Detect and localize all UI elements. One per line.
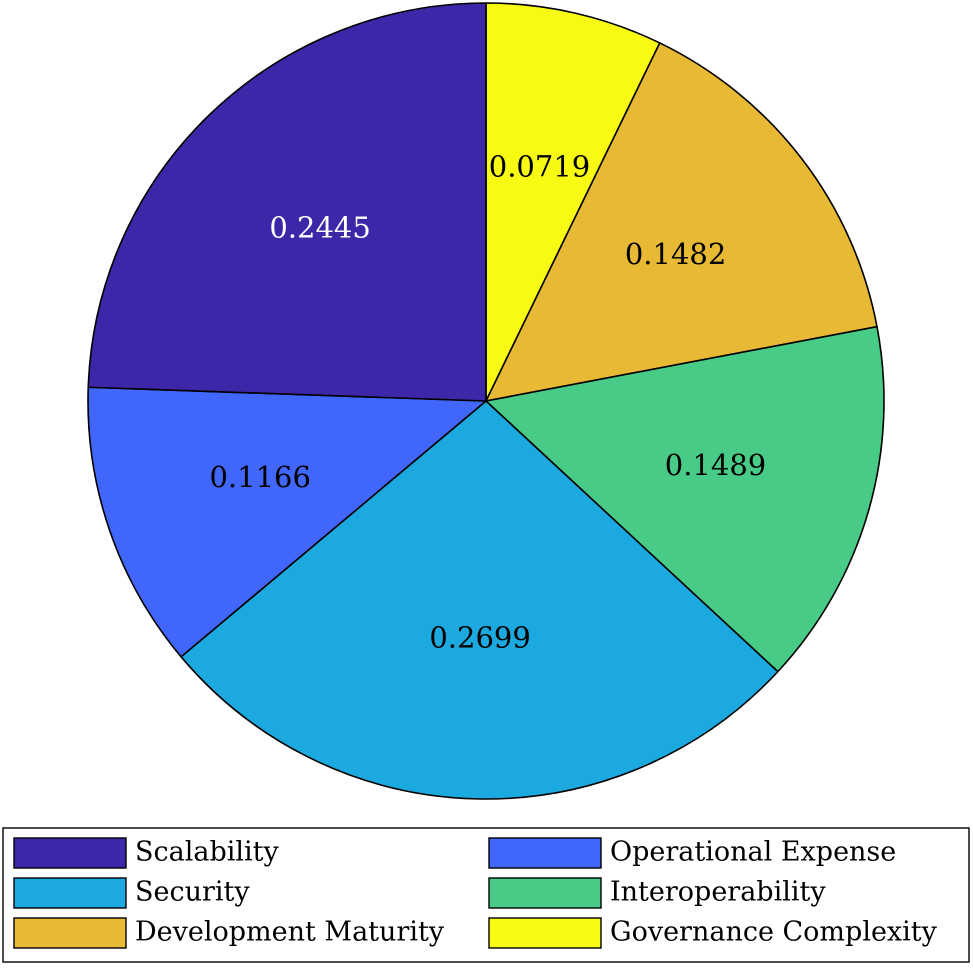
legend-label-operational-expense: Operational Expense (610, 837, 896, 868)
legend-label-scalability: Scalability (135, 837, 279, 868)
slice-value-label-scalability: 0.2445 (269, 210, 370, 244)
pie-slice-development-maturity (485, 42, 878, 402)
pie-slice-security (180, 400, 779, 800)
slice-value-label-governance-complexity: 0.0719 (489, 149, 590, 183)
legend-label-interoperability: Interoperability (610, 877, 826, 908)
slice-value-label-interoperability: 0.1489 (665, 448, 766, 482)
pie-slice-interoperability (485, 325, 885, 673)
pie-slices (87, 2, 885, 800)
pie-slice-operational-expense (87, 386, 487, 658)
legend-swatch-operational-expense (488, 837, 602, 869)
legend-swatch-security (13, 877, 127, 909)
pie-slice-governance-complexity (485, 2, 661, 402)
legend-swatch-interoperability (488, 877, 602, 909)
legend-label-security: Security (135, 877, 250, 908)
legend-swatch-development-maturity (13, 917, 127, 949)
legend: Scalability Operational Expense Security In… (2, 827, 970, 963)
legend-label-development-maturity: Development Maturity (135, 917, 445, 948)
legend-swatch-governance-complexity (488, 917, 602, 949)
slice-value-label-operational-expense: 0.1166 (209, 460, 310, 494)
pie-slice-scalability (87, 2, 487, 402)
legend-label-governance-complexity: Governance Complexity (610, 917, 938, 948)
pie-value-labels: 0.0719 0.1482 0.1489 0.2699 0.1166 0.2445 (209, 149, 766, 654)
slice-value-label-security: 0.2699 (429, 621, 530, 655)
slice-value-label-development-maturity: 0.1482 (625, 237, 726, 271)
legend-box (2, 827, 970, 963)
legend-swatch-scalability (13, 837, 127, 869)
